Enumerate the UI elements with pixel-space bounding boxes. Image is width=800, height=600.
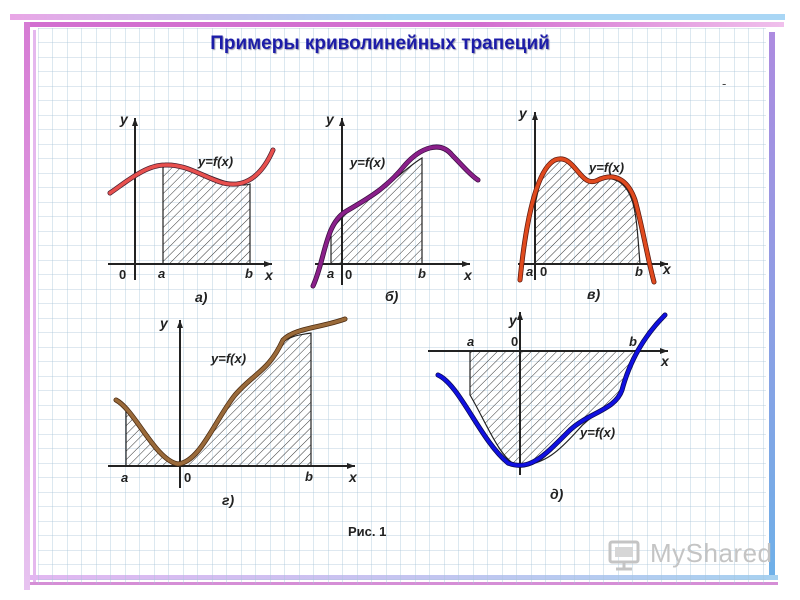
panel-c-origin-label: 0 bbox=[540, 264, 547, 279]
panel-e: y x 0 a b y=f(x) д) bbox=[428, 312, 670, 502]
panel-a-x-label: x bbox=[264, 267, 274, 283]
panel-e-origin-label: 0 bbox=[511, 334, 518, 349]
panel-c: y x 0 a b y=f(x) в) bbox=[517, 105, 672, 302]
panel-c-a-label: a bbox=[526, 264, 533, 279]
frame-top-accent bbox=[24, 22, 784, 27]
panel-d-origin-label: 0 bbox=[184, 470, 191, 485]
frame-top-bar bbox=[10, 14, 785, 20]
panel-e-curve-highlight bbox=[436, 313, 667, 468]
frame-left-bar bbox=[24, 22, 30, 590]
watermark-text: MyShared bbox=[650, 538, 773, 568]
panel-a-x-arrow bbox=[264, 261, 272, 267]
figure-caption: Рис. 1 bbox=[348, 524, 386, 539]
panel-c-x-arrow bbox=[660, 261, 668, 267]
panel-d-y-arrow bbox=[177, 320, 183, 328]
panel-a-y-arrow bbox=[132, 118, 138, 126]
panel-d-x-label: x bbox=[348, 469, 358, 485]
panel-b-y-label: y bbox=[325, 111, 335, 127]
panel-d-b-label: b bbox=[305, 469, 313, 484]
panel-b-function-label: y=f(x) bbox=[349, 155, 385, 170]
panel-e-x-label: x bbox=[660, 353, 670, 369]
panel-c-function-label: y=f(x) bbox=[588, 160, 624, 175]
panel-b: y x 0 a b y=f(x) б) bbox=[310, 111, 481, 304]
panel-c-b-label: b bbox=[635, 264, 643, 279]
grid-background bbox=[38, 28, 766, 584]
panel-e-y-arrow bbox=[517, 312, 523, 320]
panel-d-a-label: a bbox=[121, 470, 128, 485]
panel-a-y-label: y bbox=[119, 111, 129, 127]
panel-a-function-label: y=f(x) bbox=[197, 154, 233, 169]
frame-left-inner bbox=[33, 30, 36, 585]
frame-right-bar bbox=[769, 32, 775, 577]
panel-a-b-label: b bbox=[245, 266, 253, 281]
panel-d-x-arrow bbox=[347, 463, 355, 469]
panel-a-origin-label: 0 bbox=[119, 267, 126, 282]
panel-a: y x 0 a b y=f(x) а) bbox=[107, 111, 276, 305]
diagram-canvas bbox=[38, 28, 766, 584]
panel-b-curve-highlight bbox=[311, 145, 480, 288]
panel-c-y-arrow bbox=[532, 112, 538, 120]
panel-e-b-label: b bbox=[629, 334, 637, 349]
panel-b-origin-label: 0 bbox=[345, 267, 352, 282]
panel-e-y-label: y bbox=[508, 312, 518, 328]
panel-a-a-label: a bbox=[158, 266, 165, 281]
panel-c-y-label: y bbox=[518, 105, 528, 121]
panel-d-letter: г) bbox=[222, 492, 234, 508]
panel-b-x-label: x bbox=[463, 267, 473, 283]
panel-a-letter: а) bbox=[195, 289, 208, 305]
panel-c-x-label: x bbox=[662, 261, 672, 277]
panel-a-hatched-area bbox=[162, 163, 251, 265]
panel-e-x-arrow bbox=[660, 348, 668, 354]
dash-mark: - bbox=[722, 76, 727, 91]
watermark-icon bbox=[608, 540, 640, 571]
panel-d-y-label: y bbox=[159, 315, 169, 331]
panel-b-letter: б) bbox=[385, 288, 399, 304]
panel-a-curve-highlight bbox=[108, 148, 275, 195]
watermark: MyShared bbox=[606, 536, 772, 576]
panel-c-letter: в) bbox=[587, 286, 600, 302]
panel-e-letter: д) bbox=[550, 486, 564, 502]
panel-d: y x 0 a b y=f(x) г) bbox=[108, 315, 358, 508]
panel-d-function-label: y=f(x) bbox=[210, 351, 246, 366]
page-title: Примеры криволинейных трапеций bbox=[210, 33, 550, 54]
panel-c-hatched-area bbox=[534, 159, 641, 265]
panel-e-function-label: y=f(x) bbox=[579, 425, 615, 440]
panel-b-y-arrow bbox=[339, 118, 345, 126]
panel-d-curve-highlight bbox=[114, 317, 347, 466]
panel-b-b-label: b bbox=[418, 266, 426, 281]
slide-area bbox=[38, 28, 766, 584]
panel-b-a-label: a bbox=[327, 266, 334, 281]
panel-b-x-arrow bbox=[462, 261, 470, 267]
panel-c-curve-highlight bbox=[518, 157, 656, 284]
panel-e-a-label: a bbox=[467, 334, 474, 349]
